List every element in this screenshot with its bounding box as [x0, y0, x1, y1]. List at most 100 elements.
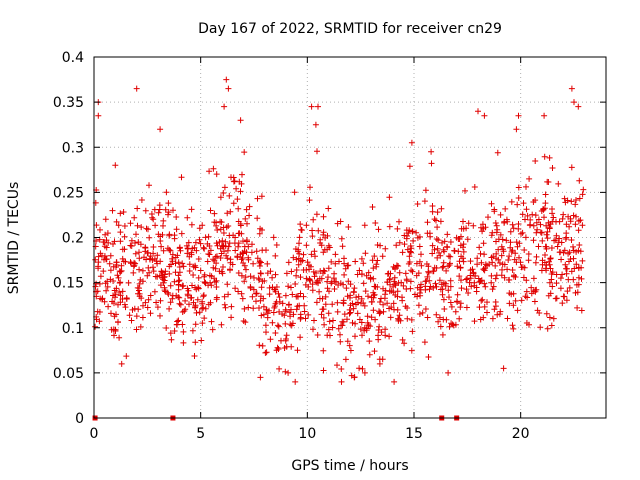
data-point [446, 323, 453, 330]
data-point [126, 312, 133, 319]
data-point [288, 343, 295, 350]
data-point [281, 312, 288, 319]
data-point [393, 262, 400, 269]
data-point [356, 365, 363, 372]
data-point [169, 251, 176, 258]
data-point [457, 264, 464, 271]
data-point [475, 275, 482, 282]
data-point [273, 242, 280, 248]
data-point [288, 322, 295, 329]
x-axis-label: GPS time / hours [291, 458, 408, 474]
data-point [317, 268, 324, 275]
data-point [488, 200, 495, 207]
data-point [204, 258, 211, 265]
data-point [402, 303, 409, 310]
data-point [296, 234, 303, 241]
data-point [142, 299, 149, 306]
data-point [568, 164, 575, 171]
data-point [167, 247, 174, 254]
data-point [576, 242, 583, 248]
data-point [497, 231, 504, 238]
data-point [150, 216, 157, 223]
data-point [143, 225, 150, 232]
x-tick-label: 15 [405, 426, 423, 442]
data-point [213, 171, 220, 178]
data-point [336, 258, 342, 265]
data-point [388, 304, 395, 311]
data-point [478, 297, 485, 304]
data-point [110, 292, 116, 299]
data-point [488, 279, 495, 286]
data-point [502, 205, 509, 212]
data-point [153, 299, 160, 306]
data-point [440, 279, 447, 286]
data-point [207, 207, 214, 214]
data-point [567, 218, 574, 225]
data-point [519, 229, 526, 236]
data-point [535, 243, 542, 250]
data-point [238, 256, 245, 263]
data-point [256, 230, 263, 237]
data-point [561, 247, 568, 254]
data-point [103, 237, 110, 244]
data-point [506, 276, 513, 283]
data-point [426, 286, 433, 293]
data-point [340, 300, 347, 307]
data-point [413, 272, 420, 279]
data-point [302, 315, 309, 322]
data-point [228, 303, 235, 310]
data-point [425, 269, 432, 276]
data-point [132, 250, 139, 257]
data-point [222, 304, 229, 311]
data-point [563, 234, 570, 241]
data-point [258, 312, 265, 319]
data-point [537, 324, 544, 331]
data-point [285, 369, 292, 376]
data-point [399, 297, 406, 304]
data-point [393, 242, 400, 249]
data-point [167, 299, 174, 306]
data-point [347, 309, 354, 316]
data-point [446, 294, 452, 301]
data-point [250, 260, 257, 267]
data-point [342, 356, 349, 363]
data-point [314, 148, 320, 155]
data-point [334, 308, 341, 315]
data-point [436, 314, 443, 321]
data-point [386, 194, 393, 201]
data-point [217, 255, 224, 261]
data-point [202, 279, 209, 286]
data-point [445, 369, 452, 376]
data-point [439, 331, 446, 338]
data-point [547, 221, 554, 228]
data-point [283, 270, 290, 277]
data-point [272, 252, 279, 259]
data-point [452, 308, 459, 315]
data-point [507, 239, 514, 246]
data-point [523, 183, 529, 190]
data-point [579, 257, 586, 264]
data-point [136, 293, 143, 300]
data-point [174, 318, 181, 325]
y-tick-label: 0.35 [53, 95, 84, 111]
data-point [556, 249, 563, 256]
data-point [186, 268, 193, 274]
data-point [139, 314, 146, 321]
data-point [344, 316, 350, 323]
data-point [447, 260, 453, 267]
data-point [164, 289, 171, 296]
data-point [401, 340, 408, 347]
data-point [535, 216, 542, 223]
data-point [353, 294, 360, 301]
data-point [344, 338, 351, 345]
data-point [201, 271, 208, 278]
data-point [395, 263, 402, 269]
data-point [375, 226, 382, 233]
data-point [102, 216, 109, 223]
data-point [579, 191, 586, 198]
data-point [95, 253, 102, 260]
data-point [291, 189, 298, 196]
data-point [328, 278, 335, 285]
data-point [118, 267, 125, 274]
data-point [416, 258, 423, 265]
